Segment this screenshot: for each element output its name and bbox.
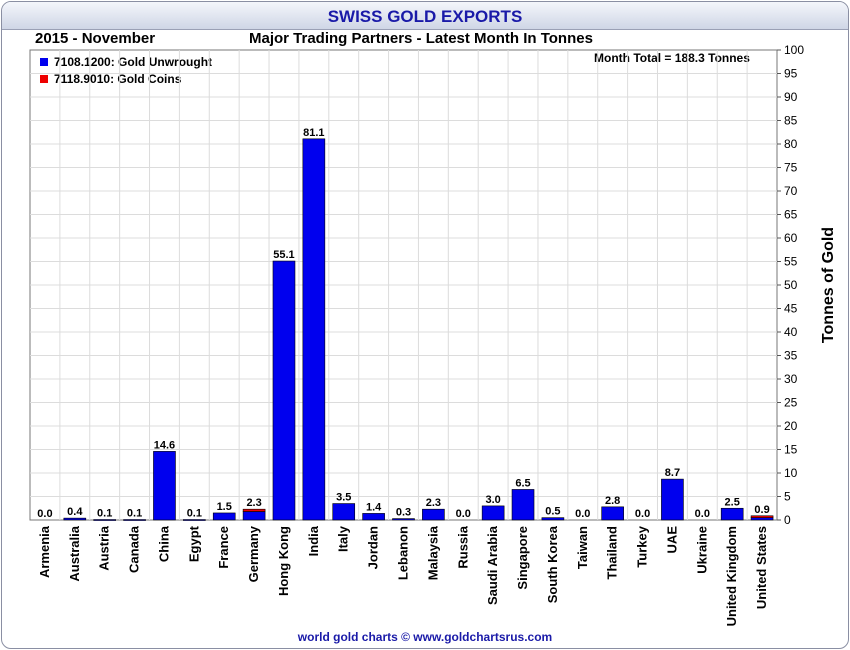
footer-credit: world gold charts © www.goldchartsrus.co… — [297, 630, 553, 644]
legend-label-unwrought: 7108.1200: Gold Unwrought — [54, 55, 213, 69]
period-label: 2015 - November — [35, 30, 156, 47]
legend-item-unwrought: 7108.1200: Gold Unwrought — [40, 55, 212, 69]
legend-label-coins: 7118.9010: Gold Coins — [54, 72, 182, 86]
chart-title: SWISS GOLD EXPORTS — [2, 2, 848, 30]
legend-swatch-unwrought — [40, 58, 48, 66]
legend-swatch-coins — [40, 75, 48, 83]
month-total: Month Total = 188.3 Tonnes — [594, 51, 750, 65]
legend-item-coins: 7118.9010: Gold Coins — [40, 72, 181, 86]
chart-subtitle: Major Trading Partners - Latest Month In… — [249, 30, 593, 47]
